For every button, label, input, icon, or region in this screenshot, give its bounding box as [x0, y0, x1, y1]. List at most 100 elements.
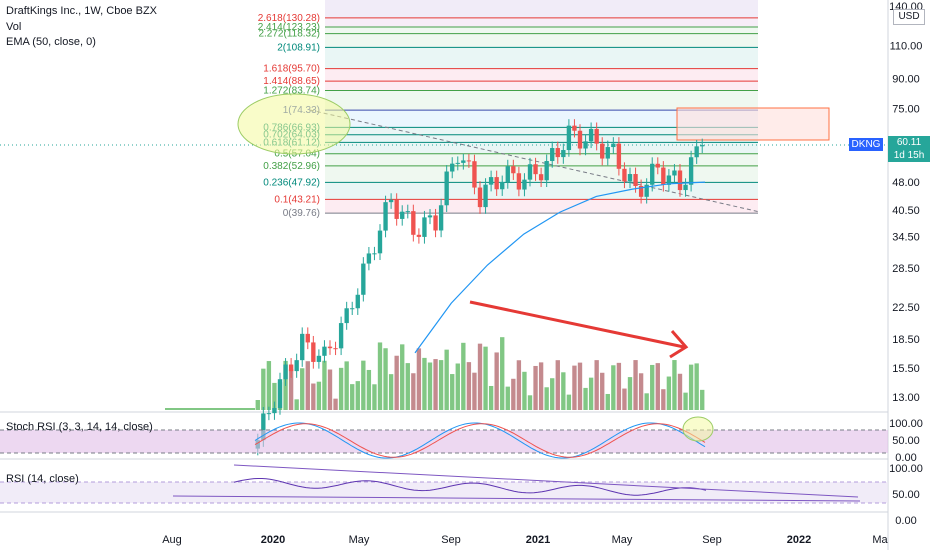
fib-label: 0(39.76): [283, 208, 320, 219]
volume-bar: [616, 362, 622, 410]
candle-body: [500, 182, 505, 190]
currency-unit-button[interactable]: USD: [893, 9, 925, 25]
volume-bar: [494, 352, 499, 410]
candle-body: [366, 253, 372, 264]
volume-bar: [438, 360, 444, 410]
highlight-ellipse[interactable]: [237, 93, 351, 155]
candle-body: [661, 167, 666, 185]
volume-bar: [344, 361, 349, 410]
candle-body: [305, 333, 310, 343]
target-zone-rectangle[interactable]: [676, 107, 830, 141]
volume-bar: [555, 360, 560, 410]
volume-bar: [266, 361, 272, 410]
time-tick: Aug: [162, 534, 182, 546]
volume-bar: [683, 392, 688, 410]
volume-bar: [355, 381, 360, 410]
volume-bar: [461, 342, 466, 410]
candle-body: [294, 360, 299, 372]
candle-body: [300, 333, 305, 361]
volume-bar: [538, 362, 544, 410]
candle-body: [572, 125, 577, 131]
candle-body: [427, 215, 433, 218]
fib-label: 2.618(130.28): [258, 13, 320, 24]
candle-body: [600, 143, 605, 159]
candle-body: [333, 348, 338, 350]
volume-bar: [611, 365, 616, 410]
candle-body: [644, 184, 649, 197]
candle-body: [422, 217, 427, 237]
candle-body: [638, 185, 644, 197]
volume-bar: [661, 389, 666, 410]
candle-body: [288, 364, 294, 372]
candle-body: [411, 211, 416, 235]
chart-title: DraftKings Inc., 1W, Cboe BZX: [6, 5, 158, 17]
candle-body: [494, 177, 499, 190]
volume-bar: [511, 378, 516, 410]
volume-bar: [350, 384, 355, 410]
candle-body: [650, 163, 655, 185]
candle-body: [694, 146, 699, 158]
volume-bar: [688, 364, 694, 410]
volume-bar: [272, 382, 277, 410]
volume-bar: [433, 359, 438, 410]
candle-body: [477, 187, 483, 208]
volume-bar: [311, 383, 316, 410]
candle-body: [583, 141, 588, 149]
price-tick: 34.50: [892, 231, 920, 243]
volume-bar: [377, 342, 383, 410]
volume-bar: [594, 360, 599, 410]
time-tick: Ma: [872, 534, 888, 546]
volume-bar: [500, 337, 505, 410]
candle-body: [555, 148, 560, 158]
fib-band: [325, 110, 758, 128]
candle-body: [483, 184, 488, 208]
volume-bar: [361, 360, 366, 410]
candle-body: [511, 166, 516, 174]
candle-body: [561, 150, 566, 158]
candle-body: [322, 346, 327, 356]
stoch-highlight-ellipse[interactable]: [682, 416, 714, 442]
volume-bar: [300, 368, 305, 410]
time-tick: May: [612, 534, 633, 546]
rsi-trendline-top[interactable]: [233, 464, 859, 498]
volume-bar-early: [165, 408, 255, 410]
volume-bar: [450, 374, 455, 410]
price-tick: 40.50: [892, 205, 920, 217]
rsi-trendline-bottom[interactable]: [172, 495, 861, 502]
stoch-d-line: [254, 423, 706, 458]
candle-body: [516, 173, 522, 190]
candle-body: [611, 143, 616, 148]
volume-bar: [333, 398, 338, 410]
candle-body: [455, 162, 460, 164]
candle-body: [311, 342, 316, 362]
volume-bar: [388, 374, 394, 410]
volume-bar: [677, 373, 683, 410]
price-tick: 110.00: [890, 41, 923, 53]
fib-band: [325, 68, 758, 82]
candle-body: [277, 379, 283, 409]
rsi-axis-ticks: 100.00 50.00 0.00: [889, 463, 923, 527]
volume-decline-arrow[interactable]: [469, 300, 689, 359]
volume-bar: [261, 368, 266, 410]
volume-bar: [566, 394, 572, 410]
volume-bar: [622, 388, 627, 410]
time-tick: May: [349, 534, 370, 546]
volume-bar: [444, 349, 449, 410]
volume-bar: [694, 363, 699, 410]
volume-bar: [427, 362, 433, 410]
candle-body: [672, 170, 677, 176]
candle-body: [383, 202, 388, 231]
candle-body: [461, 160, 466, 163]
stoch-axis-ticks: 100.00 50.00 0.00: [889, 418, 923, 464]
fib-label: 2(108.91): [277, 42, 320, 53]
fib-band: [325, 17, 758, 27]
fib-bands: [325, 0, 758, 214]
volume-bar: [338, 367, 344, 410]
candle-body: [605, 147, 610, 159]
candle-body: [394, 199, 399, 219]
volume-label: Vol: [6, 21, 22, 33]
volume-bar: [516, 360, 522, 410]
ema-line: [414, 181, 706, 354]
candle-body: [472, 161, 477, 188]
